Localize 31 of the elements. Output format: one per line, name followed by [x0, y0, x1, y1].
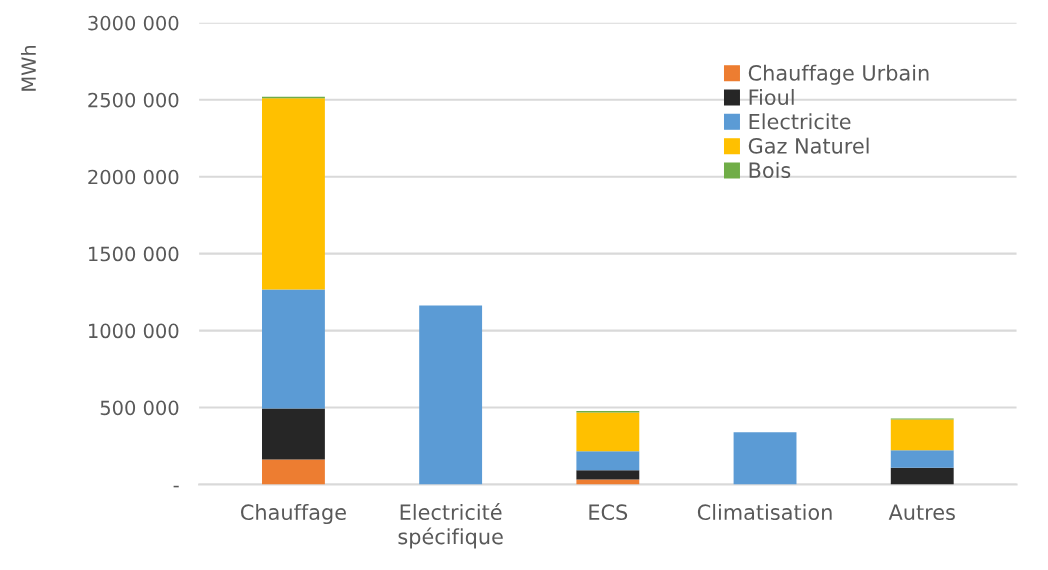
legend-label: Chauffage Urbain — [748, 64, 929, 85]
y-tick-label: - — [173, 485, 179, 488]
bar — [419, 305, 483, 485]
legend-label: Bois — [749, 161, 791, 179]
bar — [576, 470, 640, 480]
bar — [890, 467, 954, 485]
y-tick-label: 1500 000 — [89, 246, 179, 262]
bar — [576, 479, 640, 485]
y-axis-title: MWh — [20, 45, 36, 91]
legend-label: Fioul — [749, 88, 794, 106]
bar — [576, 412, 640, 452]
bar — [262, 459, 325, 485]
legend-label: Electricite — [749, 113, 851, 130]
x-tick-label: ECS — [589, 504, 628, 521]
x-tick-label: Autres — [888, 504, 955, 521]
x-tick-label: Climatisation — [697, 503, 832, 521]
y-tick-label: 3000 000 — [88, 15, 179, 31]
y-tick-label: 500 000 — [100, 400, 179, 416]
bar — [890, 450, 954, 468]
x-tick-label: Electricité spécifique — [398, 503, 503, 549]
bar — [576, 451, 640, 471]
x-tick-label: Chauffage — [241, 503, 346, 525]
bar — [262, 98, 325, 290]
legend-label: Gaz Naturel — [748, 137, 869, 154]
y-tick-label: 2500 000 — [88, 92, 179, 108]
bar — [890, 419, 954, 451]
bar — [733, 432, 797, 485]
y-tick-label: 1000 000 — [89, 323, 179, 339]
bar — [262, 289, 325, 409]
bar — [262, 408, 325, 460]
y-tick-label: 2000 000 — [88, 169, 179, 185]
